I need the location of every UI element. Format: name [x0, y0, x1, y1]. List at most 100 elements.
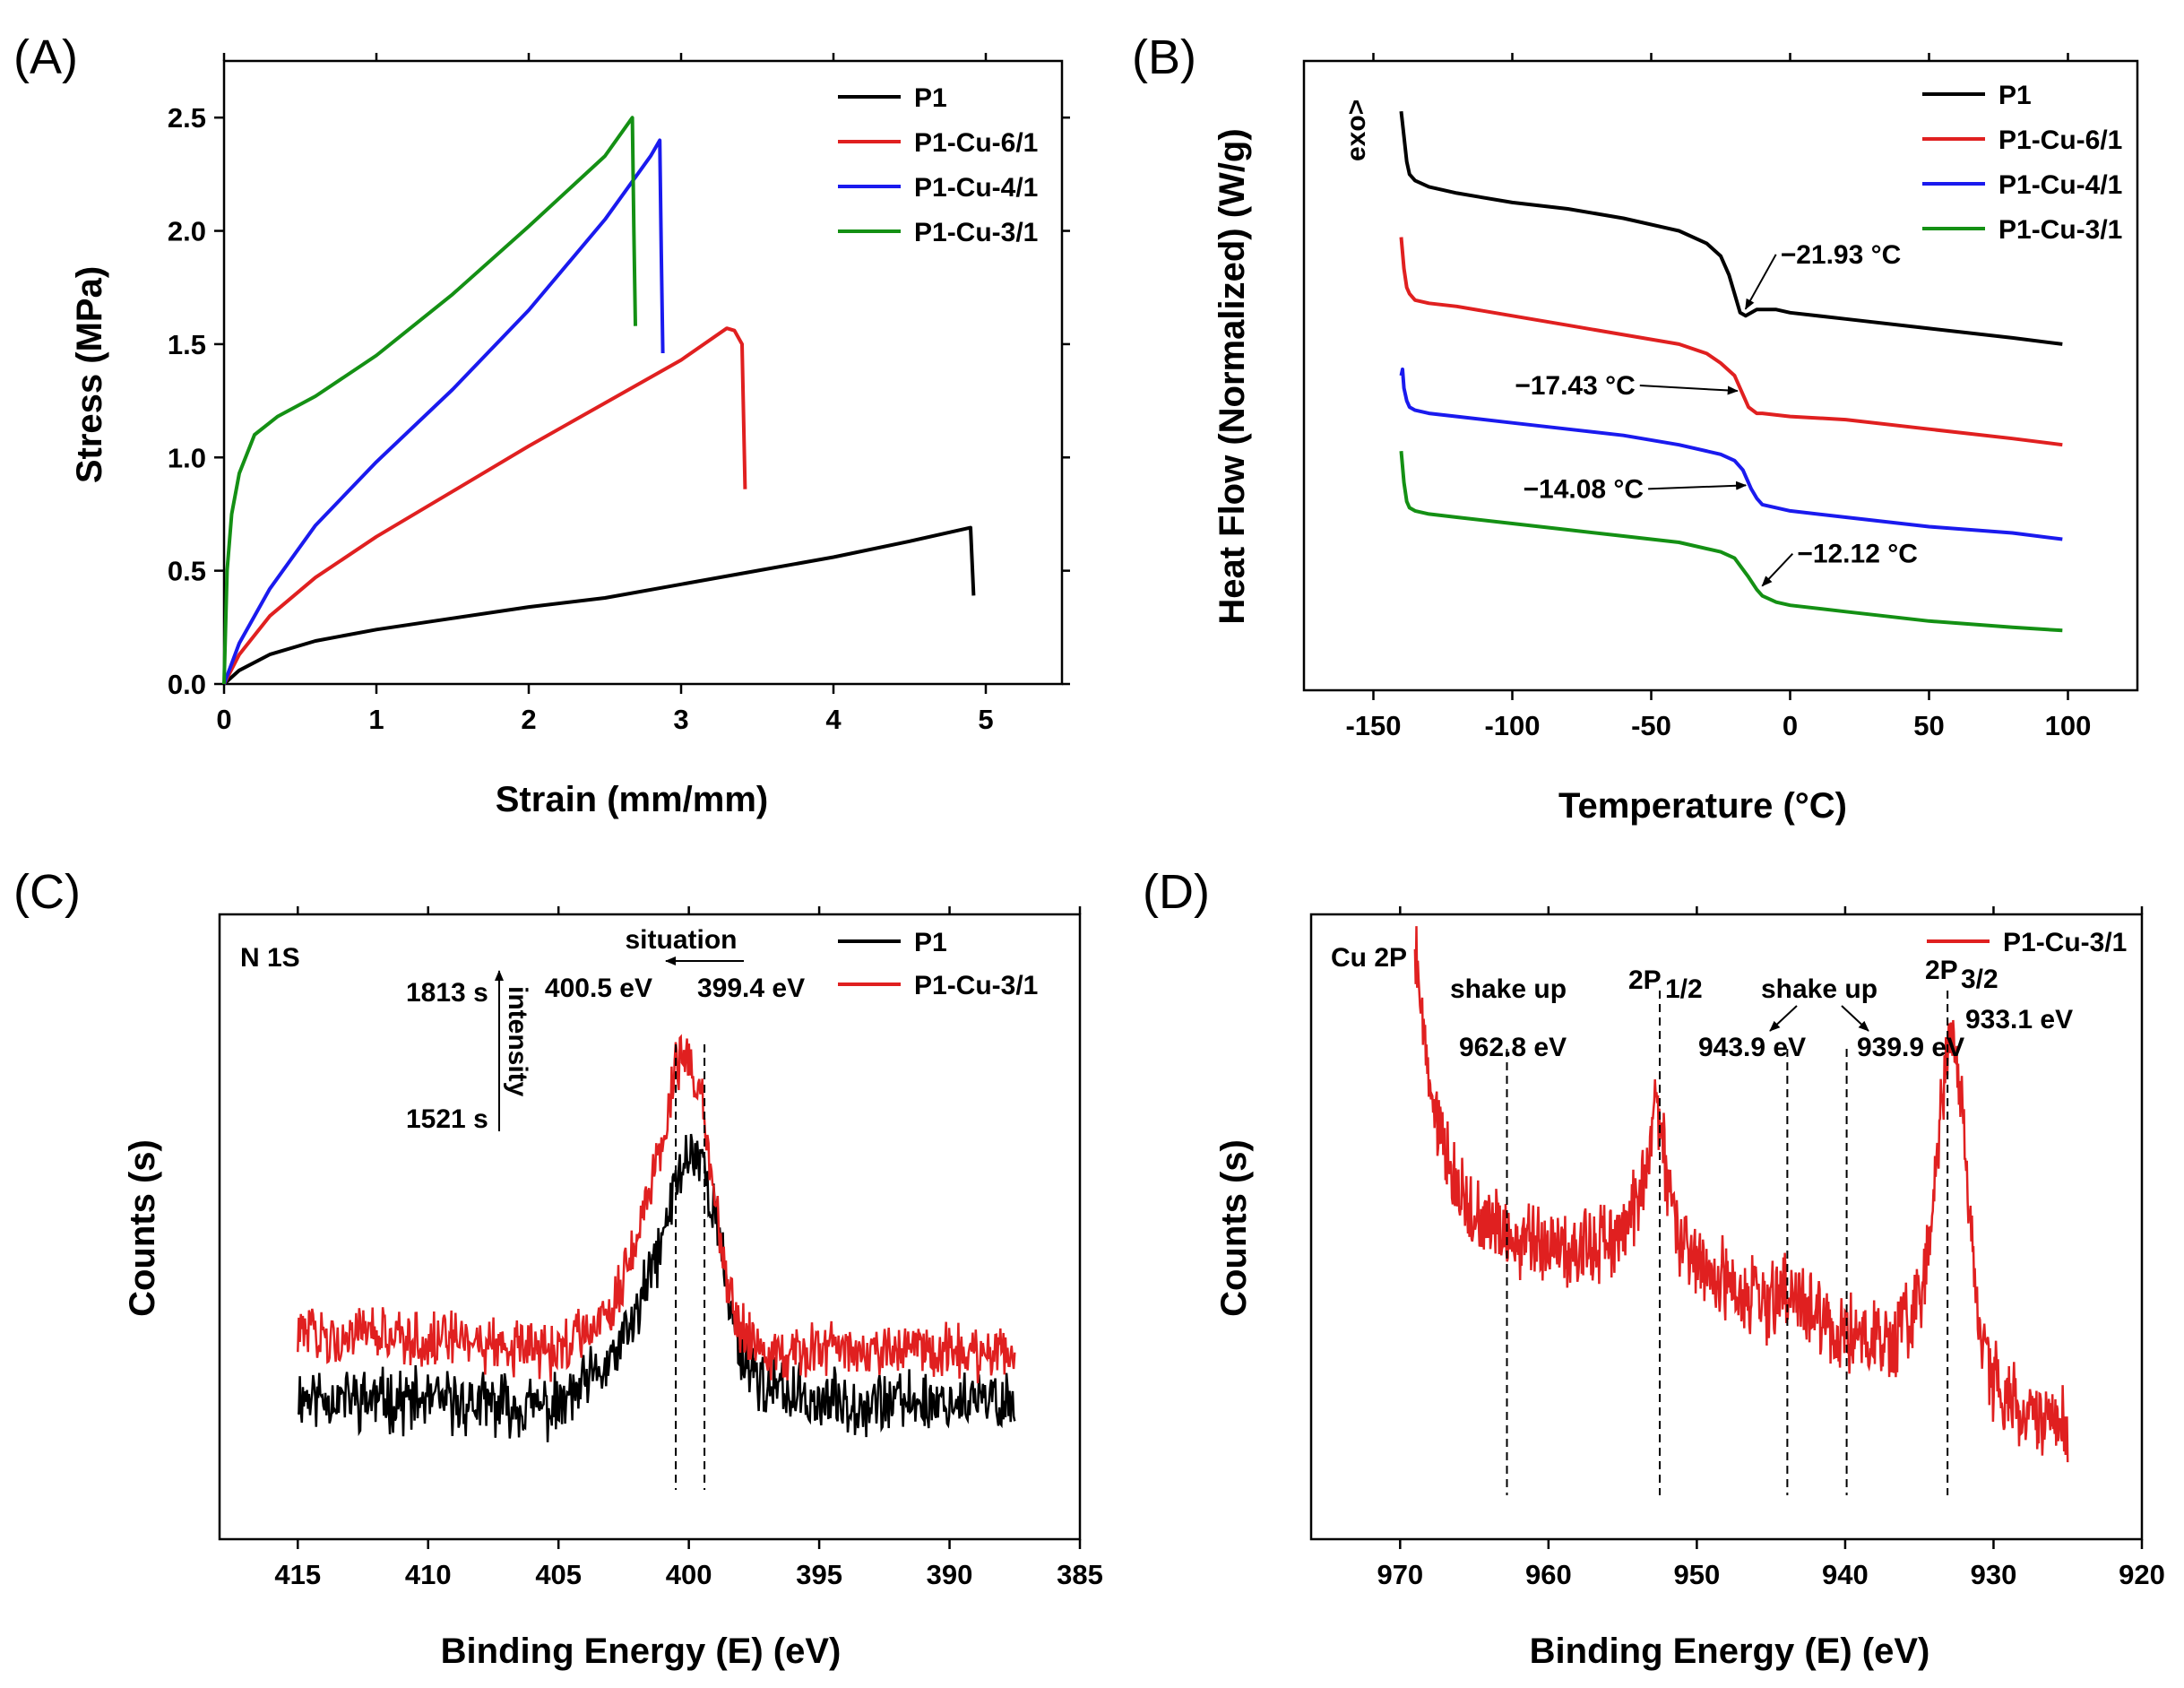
panel-b-tg-label: −17.43 °C	[1515, 371, 1636, 401]
panel-b-annotation-arrow	[1744, 254, 1777, 310]
panel-c-shift-label: situation	[626, 925, 738, 955]
panel-b-legend-label: P1	[1998, 81, 2032, 110]
panel-d-shakeup-label-1: shake up	[1450, 974, 1567, 1004]
panel-b-tg-label: −21.93 °C	[1781, 240, 1902, 270]
panel-d-plot-area	[1309, 913, 2144, 1541]
panel-b-series-line	[1399, 368, 2063, 541]
panel-a-legend-label: P1-Cu-6/1	[914, 128, 1038, 158]
panel-c-x-tick-label: 385	[1057, 1559, 1103, 1590]
panel-d-2p12-label: 2P	[1628, 965, 1662, 995]
panel-b-annotation-arrow	[1639, 385, 1739, 395]
panel-b-dsc-chart: (B) Temperature (°C) Heat Flow (Normaliz…	[1132, 30, 2139, 826]
panel-a-series-line	[222, 326, 747, 685]
panel-d-x-tick-label: 970	[1377, 1559, 1423, 1590]
panel-b-tg-label: −12.12 °C	[1797, 540, 1918, 569]
panel-b-series-line	[1399, 110, 2063, 346]
panel-d-x-tick-label: 930	[1971, 1559, 2017, 1590]
panel-a-x-tick-label: 5	[978, 704, 993, 735]
panel-c-intensity-label: intensity	[503, 986, 532, 1097]
panel-d-legend-label: P1-Cu-3/1	[2003, 928, 2127, 957]
panel-a-y-tick-label: 2.0	[168, 216, 206, 247]
panel-b-x-tick-label: 50	[1913, 710, 1944, 741]
panel-a-plot-area	[222, 59, 1064, 686]
panel-d-y-axis-title: Counts (s)	[1214, 1139, 1254, 1317]
panel-c-x-axis-title: Binding Energy (E) (eV)	[441, 1632, 842, 1671]
panel-c-plot-area	[218, 913, 1082, 1541]
panel-b-label: (B)	[1132, 30, 1196, 84]
panel-c-x-tick-label: 395	[796, 1559, 842, 1590]
panel-d-2p32-label: 2P	[1925, 956, 1958, 985]
panel-c-x-tick-label: 405	[535, 1559, 582, 1590]
panel-b-plot-area	[1302, 59, 2139, 692]
panel-a-y-tick-label: 2.5	[168, 102, 206, 134]
panel-c-legend-label: P1	[914, 928, 947, 957]
panel-d-x-tick-label: 940	[1822, 1559, 1869, 1590]
panel-a-y-tick-label: 1.0	[168, 442, 206, 473]
panel-a-x-tick-label: 1	[368, 704, 384, 735]
panel-d-peak-label-943-9: 943.9 eV	[1698, 1033, 1806, 1062]
panel-c-peak-label-400-5: 400.5 eV	[545, 974, 652, 1003]
panel-b-series-line	[1399, 237, 2063, 447]
panel-d-shakeup-arrow-left	[1769, 1005, 1798, 1032]
panel-a-series-line	[222, 138, 665, 685]
panel-a-x-tick-label: 4	[825, 704, 842, 735]
panel-b-tg-label: −14.08 °C	[1524, 474, 1644, 504]
panel-d-x-tick-label: 950	[1674, 1559, 1721, 1590]
panel-c-intensity-high: 1813 s	[406, 978, 488, 1008]
panel-a-y-tick-label: 0.0	[168, 669, 206, 700]
panel-d-spectrum-line	[1413, 926, 2069, 1463]
panel-b-annotation-arrow	[1761, 552, 1794, 587]
panel-b-series-line	[1399, 451, 2063, 633]
panel-d-shakeup-label-2: shake up	[1761, 974, 1878, 1004]
panel-b-x-axis-title: Temperature (°C)	[1558, 786, 1847, 826]
panel-c-legend-label: P1-Cu-3/1	[914, 971, 1038, 1000]
panel-b-legend-label: P1-Cu-3/1	[1998, 215, 2122, 245]
panel-d-cu2p-xps-chart: (D) Binding Energy (E) (eV) Counts (s) 9…	[1143, 865, 2165, 1671]
panel-b-x-tick-label: 100	[2045, 710, 2092, 741]
panel-c-x-tick-label: 410	[405, 1559, 452, 1590]
panel-b-x-tick-label: -150	[1345, 710, 1401, 741]
panel-d-shakeup-arrow-right	[1841, 1005, 1869, 1032]
panel-b-legend-label: P1-Cu-4/1	[1998, 170, 2122, 200]
panel-d-x-tick-label: 920	[2119, 1559, 2165, 1590]
panel-b-legend-label: P1-Cu-6/1	[1998, 126, 2122, 155]
panel-a-x-tick-label: 2	[521, 704, 536, 735]
panel-d-label: (D)	[1143, 865, 1210, 919]
panel-a-x-axis-title: Strain (mm/mm)	[496, 780, 769, 819]
panel-b-x-tick-label: -100	[1484, 710, 1540, 741]
panel-d-peak-label-939-9: 939.9 eV	[1857, 1033, 1964, 1062]
panel-c-x-tick-label: 400	[666, 1559, 712, 1590]
panel-a-x-tick-label: 0	[216, 704, 231, 735]
panel-a-legend-label: P1-Cu-4/1	[914, 173, 1038, 203]
panel-c-intensity-low: 1521 s	[406, 1104, 488, 1134]
panel-d-x-tick-label: 960	[1525, 1559, 1572, 1590]
panel-b-x-tick-label: -50	[1631, 710, 1671, 741]
panel-d-x-axis-title: Binding Energy (E) (eV)	[1530, 1632, 1930, 1671]
panel-c-x-tick-label: 415	[274, 1559, 321, 1590]
panel-d-peak-label-962-8: 962.8 eV	[1459, 1033, 1567, 1062]
panel-d-2p12-sub: 1/2	[1665, 974, 1703, 1004]
panel-d-2p32-sub: 3/2	[1961, 965, 1998, 994]
panel-a-series-line	[222, 525, 976, 686]
panel-a-legend-label: P1	[914, 83, 947, 113]
panel-c-title: N 1S	[240, 943, 300, 973]
panel-c-label: (C)	[13, 865, 81, 919]
panel-c-x-tick-label: 390	[927, 1559, 973, 1590]
panel-d-title: Cu 2P	[1331, 943, 1407, 973]
panel-a-series-line	[222, 116, 637, 685]
panel-a-y-tick-label: 1.5	[168, 329, 206, 360]
panel-b-y-axis-title: Heat Flow (Normalized) (W/g)	[1213, 128, 1252, 624]
panel-a-stress-strain-chart: (A) Strain (mm/mm) Stress (MPa) 0 1 2 3 4 5 0.…	[13, 30, 1070, 819]
panel-d-peak-label-933-1: 933.1 eV	[1965, 1005, 2073, 1034]
panel-c-n1s-xps-chart: (C) Binding Energy (E) (eV) Counts (s) 4…	[13, 865, 1103, 1671]
panel-a-y-tick-label: 0.5	[168, 556, 206, 587]
panel-c-spectrum-line	[297, 1034, 1016, 1384]
panel-a-x-tick-label: 3	[673, 704, 688, 735]
panel-a-label: (A)	[13, 30, 78, 84]
panel-c-peak-label-399-4: 399.4 eV	[697, 974, 805, 1003]
panel-a-legend-label: P1-Cu-3/1	[914, 218, 1038, 247]
panel-b-x-tick-label: 0	[1783, 710, 1798, 741]
panel-a-y-axis-title: Stress (MPa)	[70, 266, 109, 483]
panel-c-spectrum-line	[297, 1133, 1016, 1442]
